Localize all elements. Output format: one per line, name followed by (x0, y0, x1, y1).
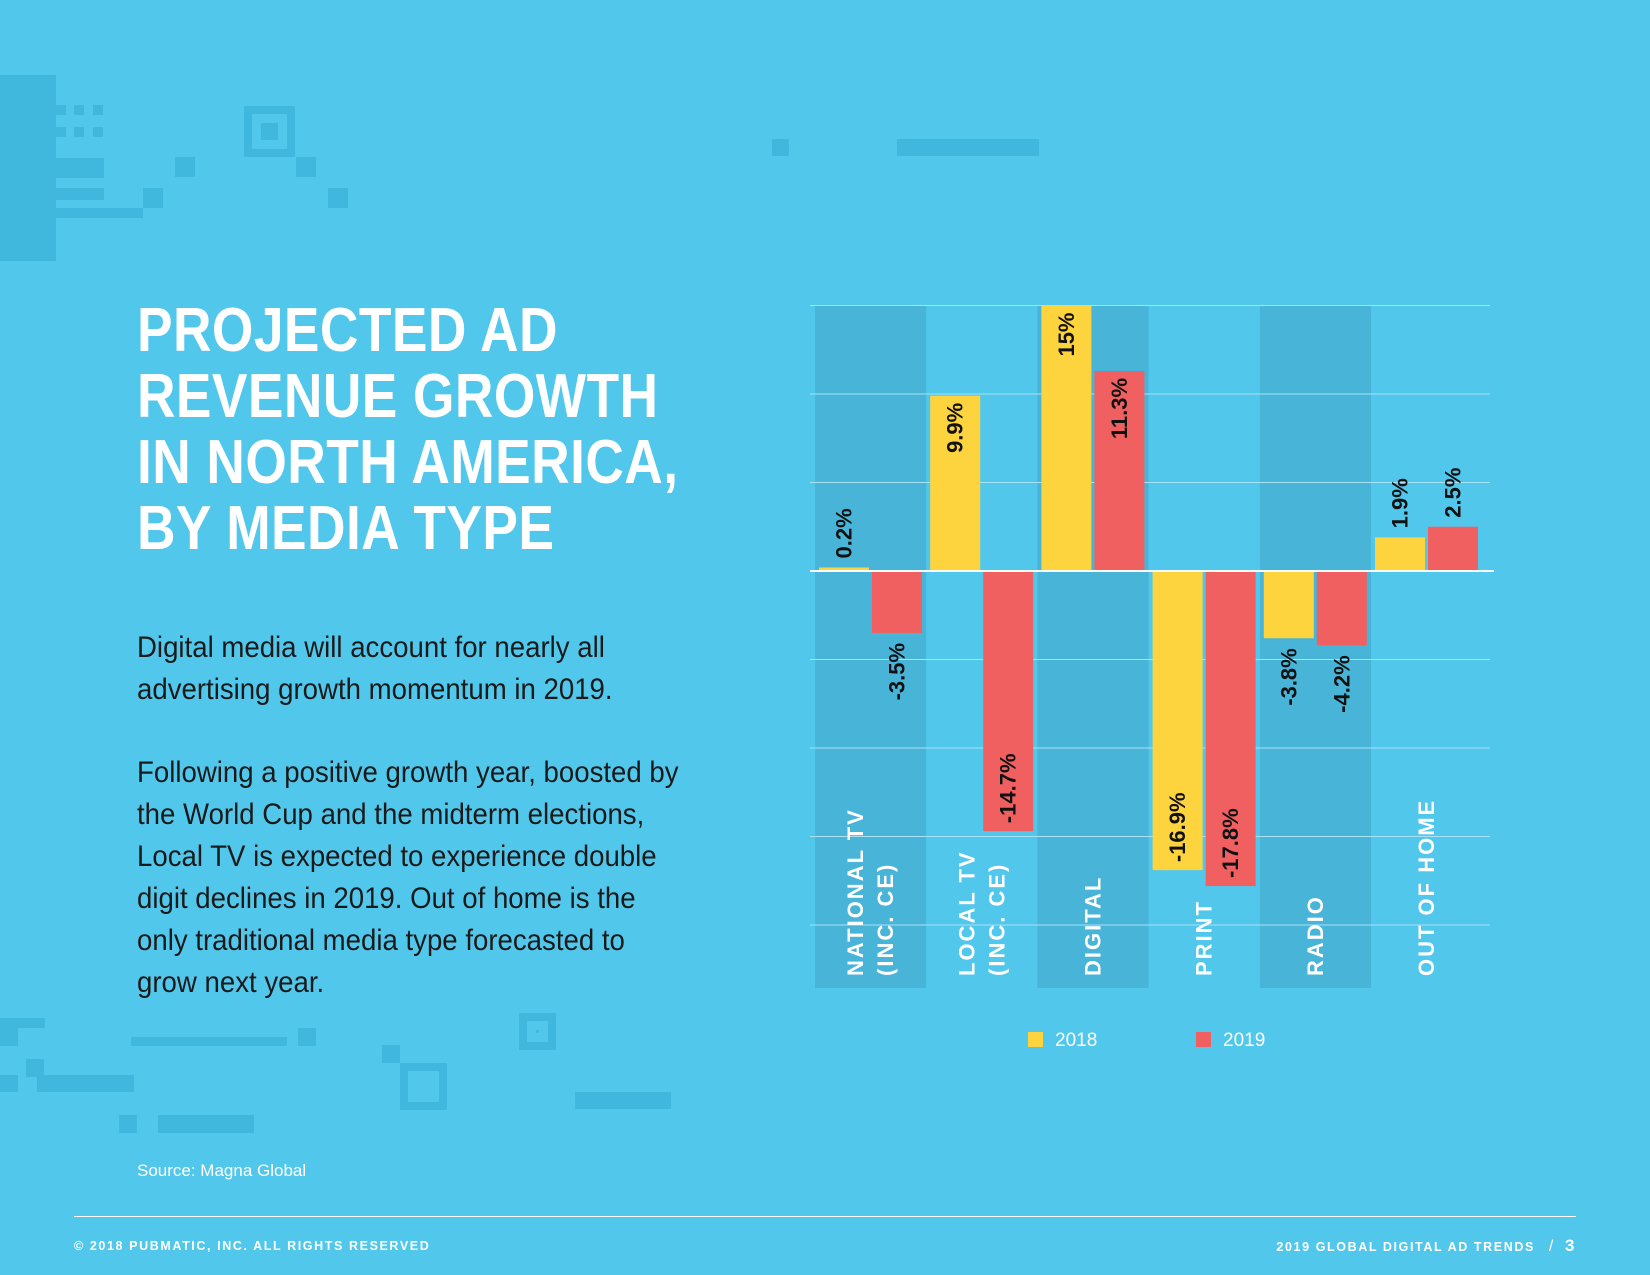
bar-2018 (1041, 305, 1092, 571)
bar-2019 (1205, 571, 1256, 887)
data-label: 15% (1054, 313, 1079, 357)
title-line: IN NORTH AMERICA, (137, 428, 679, 497)
category-label: OUT OF HOME (1414, 799, 1439, 976)
data-label: -17.8% (1218, 808, 1243, 878)
category-label: (INC. CE) (984, 863, 1009, 976)
footer-report: 2019 GLOBAL DIGITAL AD TRENDS / 3 (1276, 1236, 1576, 1256)
footer-separator: / (1548, 1238, 1555, 1255)
category-label: LOCAL TV (954, 850, 979, 976)
data-label: 11.3% (1107, 378, 1132, 439)
category-label: RADIO (1303, 895, 1328, 976)
legend-item-2019: 2019 (1196, 1030, 1265, 1052)
data-label: 9.9% (943, 403, 968, 453)
footer-divider (74, 1216, 1576, 1217)
category-band (1259, 305, 1371, 988)
bar-2018 (1375, 537, 1425, 571)
data-label: -3.5% (885, 643, 910, 700)
legend-swatch-2019 (1196, 1032, 1211, 1047)
bar-2018 (1152, 571, 1203, 871)
legend-swatch-2018 (1028, 1032, 1043, 1047)
data-label: -4.2% (1329, 655, 1354, 712)
bar-2019 (1428, 526, 1478, 571)
bar-2018 (819, 567, 869, 571)
category-label: DIGITAL (1081, 876, 1106, 976)
data-label: -14.7% (996, 753, 1021, 823)
data-label: 1.9% (1388, 478, 1413, 528)
bar-2019 (1094, 370, 1145, 571)
data-label: 2.5% (1441, 468, 1466, 518)
category-label: PRINT (1192, 900, 1217, 976)
title-line: BY MEDIA TYPE (137, 494, 555, 563)
page-title: PROJECTED AD REVENUE GROWTH IN NORTH AME… (137, 296, 679, 563)
category-label: NATIONAL TV (843, 808, 868, 976)
bar-2018 (930, 395, 981, 571)
data-label: -3.8% (1276, 648, 1301, 705)
bar-2019 (872, 571, 922, 633)
page-number: 3 (1564, 1236, 1576, 1255)
data-label: -16.9% (1165, 792, 1190, 862)
legend-label-2018: 2018 (1055, 1030, 1098, 1051)
footer-copyright: © 2018 PUBMATIC, INC. ALL RIGHTS RESERVE… (74, 1239, 431, 1253)
detail-paragraph: Following a positive growth year, booste… (137, 756, 679, 999)
data-label: 0.2% (832, 508, 857, 558)
title-line: PROJECTED AD (137, 296, 558, 365)
legend-label-2019: 2019 (1223, 1030, 1266, 1051)
category-band (815, 305, 927, 988)
title-line: REVENUE GROWTH (137, 362, 659, 431)
intro-paragraph: Digital media will account for nearly al… (137, 631, 613, 706)
bar-2019 (983, 571, 1034, 832)
legend-item-2018: 2018 (1028, 1030, 1097, 1052)
bar-2019 (1316, 571, 1367, 646)
category-label: (INC. CE) (873, 863, 898, 976)
source-note: Source: Magna Global (137, 1161, 307, 1180)
footer-report-title: 2019 GLOBAL DIGITAL AD TRENDS (1276, 1240, 1535, 1254)
bar-2018 (1263, 571, 1314, 639)
